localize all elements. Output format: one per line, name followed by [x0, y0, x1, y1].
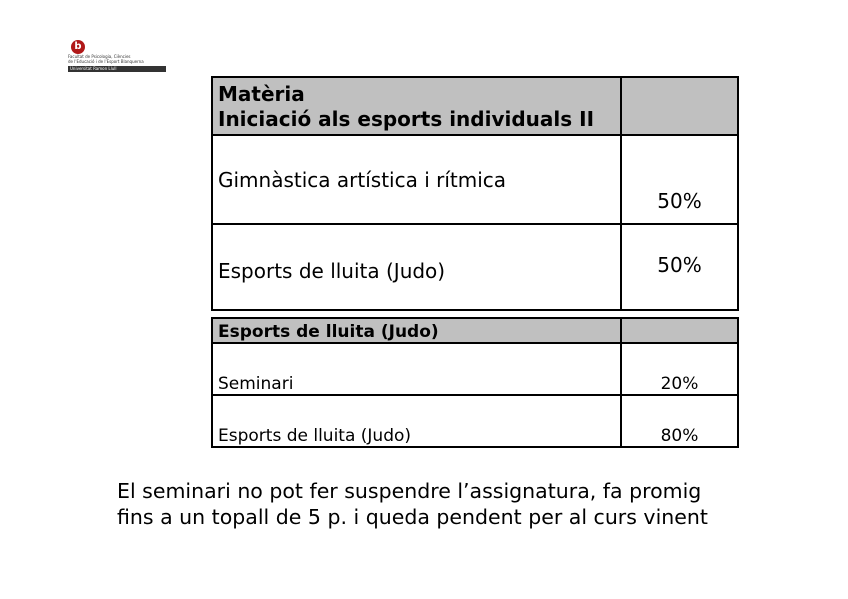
table-header-row: Matèria Iniciació als esports individuals… [211, 76, 739, 136]
header-line-2: Iniciació als esports individuals II [218, 107, 595, 131]
university-logo: b Facultat de Psicologia, Ciències de l'… [68, 40, 168, 72]
logo-mark-icon: b [71, 40, 85, 54]
header-value-cell [620, 317, 739, 344]
row-value: 50% [620, 223, 739, 311]
row-value: 20% [620, 342, 739, 396]
subject-weight-table: Matèria Iniciació als esports individuals… [211, 76, 739, 311]
logo-line-2: de l'Educació i de l'Esport Blanquerna [68, 59, 144, 64]
header-title-cell: Esports de lluita (Judo) [211, 317, 622, 344]
row-value: 80% [620, 394, 739, 448]
row-label: Esports de lluita (Judo) [211, 394, 622, 448]
table-header-row: Esports de lluita (Judo) [211, 317, 739, 344]
logo-line-1: Facultat de Psicologia, Ciències [68, 54, 131, 59]
header-subject-cell: Matèria Iniciació als esports individuals… [211, 76, 622, 136]
seminar-note: El seminari no pot fer suspendre l’assig… [117, 479, 708, 529]
table-row: Gimnàstica artística i rítmica 50% [211, 134, 739, 225]
table-row: Seminari 20% [211, 342, 739, 396]
row-label: Seminari [211, 342, 622, 396]
row-label: Esports de lluita (Judo) [211, 223, 622, 311]
row-value: 50% [620, 134, 739, 225]
logo-university-bar: Universitat Ramon Llull [68, 66, 166, 72]
header-line-1: Matèria [218, 82, 305, 106]
table-row: Esports de lluita (Judo) 50% [211, 223, 739, 311]
header-value-cell [620, 76, 739, 136]
judo-weight-table: Esports de lluita (Judo) Seminari 20% Es… [211, 317, 739, 448]
row-label: Gimnàstica artística i rítmica [211, 134, 622, 225]
table-row: Esports de lluita (Judo) 80% [211, 394, 739, 448]
